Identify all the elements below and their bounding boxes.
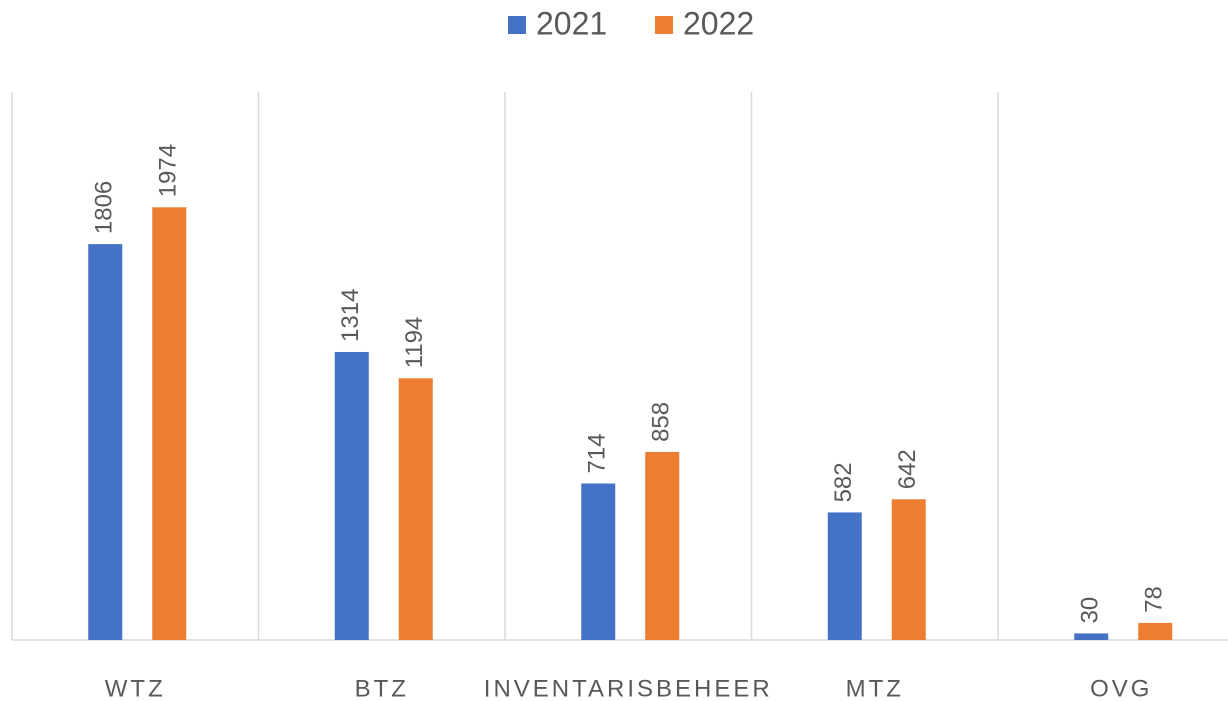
bar xyxy=(152,207,187,640)
legend-label: 2021 xyxy=(536,5,607,41)
data-label: 1806 xyxy=(91,181,118,234)
data-label: 582 xyxy=(830,462,857,502)
x-tick-label: INVENTARISBEHEER xyxy=(484,675,773,701)
data-label: 1974 xyxy=(155,144,182,197)
bar xyxy=(645,451,680,640)
data-label: 1314 xyxy=(337,289,364,342)
data-label: 1194 xyxy=(401,317,428,369)
legend-swatch xyxy=(655,16,673,34)
bar xyxy=(581,483,616,640)
data-label: 78 xyxy=(1141,586,1168,613)
bar xyxy=(1074,633,1109,640)
data-label: 714 xyxy=(584,433,611,473)
bar xyxy=(334,351,369,640)
x-tick-label: BTZ xyxy=(355,675,409,701)
bar xyxy=(827,512,862,640)
data-label: 858 xyxy=(648,402,675,442)
data-label: 30 xyxy=(1077,597,1104,624)
legend-label: 2022 xyxy=(683,5,754,41)
bar xyxy=(398,378,433,640)
x-tick-label: MTZ xyxy=(846,675,904,701)
x-tick-label: OVG xyxy=(1090,675,1152,701)
bar xyxy=(88,244,123,640)
x-tick-label: WTZ xyxy=(105,675,166,701)
data-label: 642 xyxy=(894,449,921,489)
bar xyxy=(891,499,926,640)
bar xyxy=(1138,622,1173,640)
legend-swatch xyxy=(508,16,526,34)
